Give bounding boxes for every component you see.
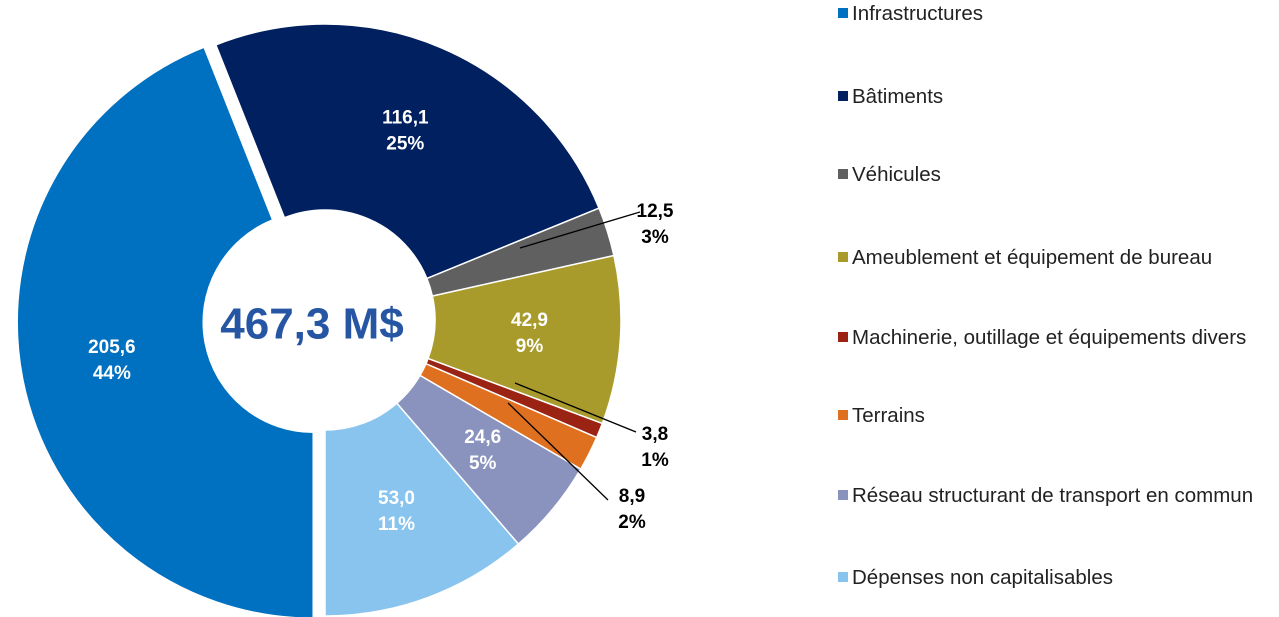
percent-label: 3% — [641, 227, 669, 248]
donut-slice — [324, 402, 520, 617]
donut-slice — [214, 23, 600, 280]
leader-line — [519, 211, 641, 249]
value-label: 205,6 — [88, 337, 136, 358]
legend-swatch — [838, 8, 848, 18]
legend-item: Bâtiments — [838, 83, 1258, 111]
value-label: 53,0 — [378, 488, 415, 509]
percent-label: 25% — [386, 133, 424, 154]
legend-item: Véhicules — [838, 161, 1258, 189]
percent-label: 2% — [618, 512, 646, 533]
donut-slice — [425, 207, 615, 297]
donut-slice — [16, 46, 314, 617]
donut-slice — [427, 254, 622, 425]
legend-label: Infrastructures — [852, 2, 984, 25]
value-label: 116,1 — [382, 107, 429, 128]
legend-item: Réseau structurant de transport en commu… — [838, 482, 1258, 510]
percent-label: 11% — [378, 514, 415, 535]
legend-swatch — [838, 252, 848, 262]
legend-label: Ameublement et équipement de bureau — [852, 246, 1213, 269]
legend-item: Terrains — [838, 402, 1258, 430]
legend-item: Dépenses non capitalisables — [838, 564, 1258, 592]
donut-slice — [419, 362, 598, 471]
legend-swatch — [838, 410, 848, 420]
legend-swatch — [838, 572, 848, 582]
percent-label: 44% — [93, 363, 131, 384]
donut-plot: 205,6 44% 116,1 25% 12,5 3% 42,9 9% 3,8 1% 8,9 2% 24… — [16, 23, 674, 617]
legend-item: Infrastructures — [838, 0, 1258, 28]
value-label: 42,9 — [511, 310, 548, 331]
legend-swatch — [838, 91, 848, 101]
leader-line — [507, 402, 609, 501]
legend-label: Véhicules — [852, 163, 941, 186]
donut-slice — [395, 374, 582, 546]
legend-label: Dépenses non capitalisables — [852, 566, 1113, 589]
value-label: 8,9 — [619, 486, 645, 507]
legend-label: Machinerie, outillage et équipements div… — [852, 326, 1247, 349]
legend-label: Terrains — [852, 404, 925, 427]
leader-line — [514, 382, 637, 433]
legend-swatch — [838, 169, 848, 179]
legend-swatch — [838, 490, 848, 500]
value-label: 24,6 — [464, 427, 501, 448]
legend-item: Machinerie, outillage et équipements div… — [838, 324, 1258, 352]
legend-label: Bâtiments — [852, 85, 944, 108]
center-label: 467,3 M$ — [220, 300, 403, 349]
percent-label: 5% — [469, 453, 497, 474]
legend-item: Ameublement et équipement de bureau — [838, 244, 1258, 272]
legend-label: Réseau structurant de transport en commu… — [852, 484, 1254, 507]
percent-label: 1% — [641, 450, 669, 471]
value-label: 12,5 — [637, 201, 674, 222]
value-label: 3,8 — [642, 424, 668, 445]
percent-label: 9% — [516, 336, 544, 357]
legend-swatch — [838, 332, 848, 342]
